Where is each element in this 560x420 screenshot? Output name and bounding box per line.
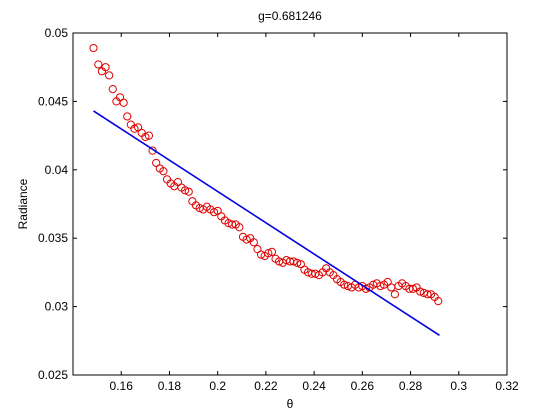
x-tick: 0.18 [158,33,182,393]
data-point [130,124,139,133]
data-point [293,258,302,267]
data-point [264,249,273,258]
data-point [89,43,98,53]
y-tick: 0.035 [38,231,507,245]
data-point [94,60,103,69]
data-point [144,131,154,140]
y-tick: 0.045 [38,94,507,108]
scatter-series [89,43,443,306]
y-tick-label: 0.03 [45,300,69,314]
x-tick-label: 0.22 [254,379,278,393]
data-point [101,63,110,72]
data-point [289,257,298,266]
x-tick-label: 0.28 [399,379,423,393]
data-point [108,84,117,94]
data-point [235,223,244,232]
data-point [423,290,432,299]
x-tick: 0.28 [399,33,423,393]
data-point [159,167,168,176]
data-point [376,281,385,291]
data-point [209,208,219,217]
x-tick-label: 0.24 [302,379,326,393]
y-tick: 0.05 [45,26,507,40]
data-point [105,71,114,80]
data-point [181,186,190,195]
data-point [390,290,399,299]
data-point [148,146,157,155]
x-tick-label: 0.3 [450,379,467,393]
x-tick: 0.16 [110,33,134,393]
data-point [267,247,277,256]
x-tick: 0.2 [209,33,226,393]
x-tick-label: 0.18 [158,379,182,393]
y-axis-label: Radiance [16,178,30,229]
x-tick: 0.24 [302,33,326,393]
marks-layer [89,43,443,336]
y-tick-label: 0.025 [38,368,68,382]
x-axis-label: θ [287,397,294,411]
ticks-layer: 0.16 0.18 0.2 0.22 0.24 0.26 0.28 0.3 0.32 0.025 0… [38,26,519,393]
data-point [184,187,193,196]
data-point [361,284,371,293]
data-point [123,112,132,121]
data-point [228,220,237,229]
y-tick: 0.025 [38,368,507,382]
y-tick: 0.04 [45,163,507,177]
x-tick-label: 0.16 [110,379,134,393]
x-tick: 0.26 [351,33,375,393]
x-tick: 0.32 [495,33,519,393]
plot-area [73,33,507,375]
data-point [434,297,443,306]
data-point [249,238,258,247]
fit-line [93,110,440,336]
y-tick-label: 0.035 [38,231,68,245]
x-tick: 0.22 [254,33,278,393]
chart-title: g=0.681246 [258,9,322,23]
plot-frame [72,32,508,376]
y-tick: 0.03 [45,300,507,314]
x-tick-label: 0.2 [209,379,226,393]
y-tick-label: 0.045 [38,94,68,108]
data-point [242,235,251,244]
y-tick-label: 0.04 [45,163,69,177]
data-point [141,132,150,142]
data-point [119,98,128,107]
y-tick-label: 0.05 [45,26,69,40]
x-tick-label: 0.26 [351,379,375,393]
data-point [340,280,349,289]
data-point [408,284,418,293]
data-point [416,287,425,296]
x-tick-label: 0.32 [495,379,519,393]
x-tick: 0.3 [450,33,467,393]
